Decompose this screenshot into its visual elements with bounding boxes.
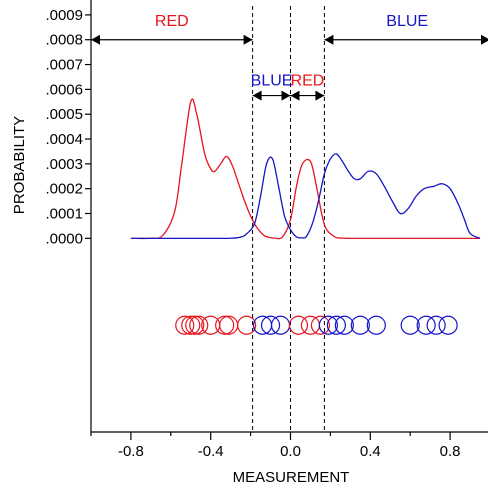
x-tick-label: -0.8 bbox=[118, 443, 144, 460]
density-curves bbox=[130, 98, 481, 240]
y-tick-label: .0009 bbox=[45, 7, 83, 24]
blue-observation-circle bbox=[260, 315, 281, 335]
y-tick-label: .0004 bbox=[45, 131, 83, 148]
y-tick-label: .0008 bbox=[45, 32, 83, 49]
red-observation-circle bbox=[310, 315, 331, 335]
y-tick-label: .0000 bbox=[45, 230, 83, 247]
blue-observation-circle bbox=[416, 315, 436, 335]
region-label-red: RED bbox=[291, 72, 325, 89]
region-arrowhead-left bbox=[324, 34, 334, 45]
blue-density-curve bbox=[130, 153, 481, 240]
y-axis-label: PROBABILITY bbox=[11, 116, 28, 214]
region-arrowhead-right bbox=[243, 34, 253, 45]
blue-observation-circle bbox=[318, 315, 339, 335]
x-tick-label: -0.4 bbox=[198, 443, 224, 460]
blue-observation-circle bbox=[426, 315, 446, 335]
red-observation-circle bbox=[288, 315, 309, 335]
region-label-blue: BLUE bbox=[386, 13, 428, 30]
y-tick-label: .0001 bbox=[45, 206, 83, 223]
y-tick-label: .0007 bbox=[45, 57, 83, 74]
red-observation-circle bbox=[185, 315, 205, 335]
red-observation-circle bbox=[181, 315, 201, 335]
region-arrowhead-left bbox=[252, 90, 262, 101]
blue-observation-circle bbox=[400, 315, 420, 335]
y-tick-label: .0003 bbox=[45, 156, 83, 173]
region-label-blue: BLUE bbox=[251, 72, 293, 89]
blue-observation-circle bbox=[334, 315, 354, 335]
red-density-curve bbox=[130, 98, 481, 240]
region-arrowhead-right bbox=[315, 90, 325, 101]
x-tick-label: 0.4 bbox=[360, 443, 381, 460]
red-observation-circle bbox=[237, 315, 257, 335]
region-arrowhead-left bbox=[91, 34, 100, 45]
blue-observation-circle bbox=[366, 315, 386, 335]
x-tick-label: 0.0 bbox=[280, 443, 301, 460]
x-tick-label: 0.8 bbox=[440, 443, 461, 460]
red-observation-circle bbox=[189, 315, 209, 335]
x-axis-label: MEASUREMENT bbox=[233, 469, 350, 486]
region-arrowhead-right bbox=[281, 90, 291, 101]
red-observation-circle bbox=[175, 315, 195, 335]
region-arrowhead-right bbox=[481, 34, 488, 45]
blue-observation-circle bbox=[350, 315, 370, 335]
y-tick-label: .0006 bbox=[45, 81, 83, 98]
y-tick-label: .0002 bbox=[45, 181, 83, 198]
blue-observation-circle bbox=[326, 315, 346, 335]
observation-markers bbox=[175, 315, 458, 335]
region-label-red: RED bbox=[155, 13, 189, 30]
region-arrowhead-left bbox=[290, 90, 300, 101]
blue-observation-circle bbox=[438, 315, 458, 335]
red-observation-circle bbox=[215, 315, 235, 335]
axes: .0000 .0001 .0002 .0003 .0004 .0005 .0006 .0007… bbox=[45, 0, 488, 460]
y-tick-label: .0005 bbox=[45, 106, 83, 123]
